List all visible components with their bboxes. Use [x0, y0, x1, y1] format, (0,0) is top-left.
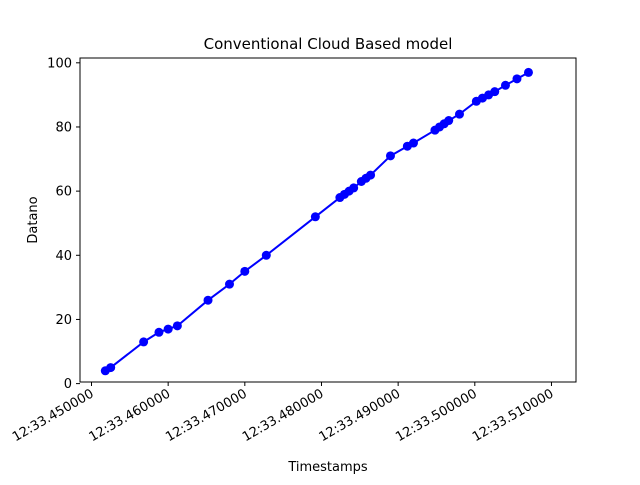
data-point	[203, 295, 213, 305]
x-axis-label: Timestamps	[287, 460, 368, 475]
data-point	[240, 266, 250, 276]
y-tick-label: 100	[47, 56, 72, 71]
data-point	[523, 67, 533, 77]
data-point	[310, 212, 320, 222]
data-point	[454, 109, 464, 119]
x-tick-label: 12:33.470000	[163, 386, 250, 445]
x-tick-label: 12:33.510000	[470, 386, 557, 445]
x-tick-label: 12:33.450000	[10, 386, 97, 445]
x-tick-label: 12:33.460000	[87, 386, 174, 445]
data-point	[385, 151, 395, 161]
series-layer	[100, 67, 533, 376]
data-point	[139, 337, 149, 347]
x-tick-label: 12:33.480000	[240, 386, 327, 445]
x-axis-ticks: 12:33.45000012:33.46000012:33.47000012:3…	[10, 382, 556, 445]
x-tick-label: 12:33.490000	[317, 386, 404, 445]
y-tick-label: 80	[55, 120, 72, 135]
data-point	[366, 170, 376, 180]
data-point	[408, 138, 418, 148]
data-point	[154, 327, 164, 337]
data-point	[349, 183, 359, 193]
data-point	[500, 80, 510, 90]
data-point	[163, 324, 173, 334]
y-axis-label: Datano	[26, 196, 41, 243]
data-point	[490, 87, 500, 97]
data-point	[261, 250, 271, 260]
data-point	[106, 363, 116, 373]
y-tick-label: 40	[55, 249, 72, 264]
data-point	[224, 279, 234, 289]
y-axis-ticks: 0 20 40 60 80 100	[47, 56, 80, 392]
x-tick-label: 12:33.500000	[393, 386, 480, 445]
y-tick-label: 60	[55, 185, 72, 200]
y-tick-label: 0	[64, 377, 72, 392]
y-tick-label: 20	[55, 313, 72, 328]
data-point	[444, 116, 454, 126]
chart-title: Conventional Cloud Based model	[204, 35, 453, 53]
data-point	[512, 74, 522, 84]
data-point	[172, 321, 182, 331]
plot-frame	[79, 57, 577, 383]
